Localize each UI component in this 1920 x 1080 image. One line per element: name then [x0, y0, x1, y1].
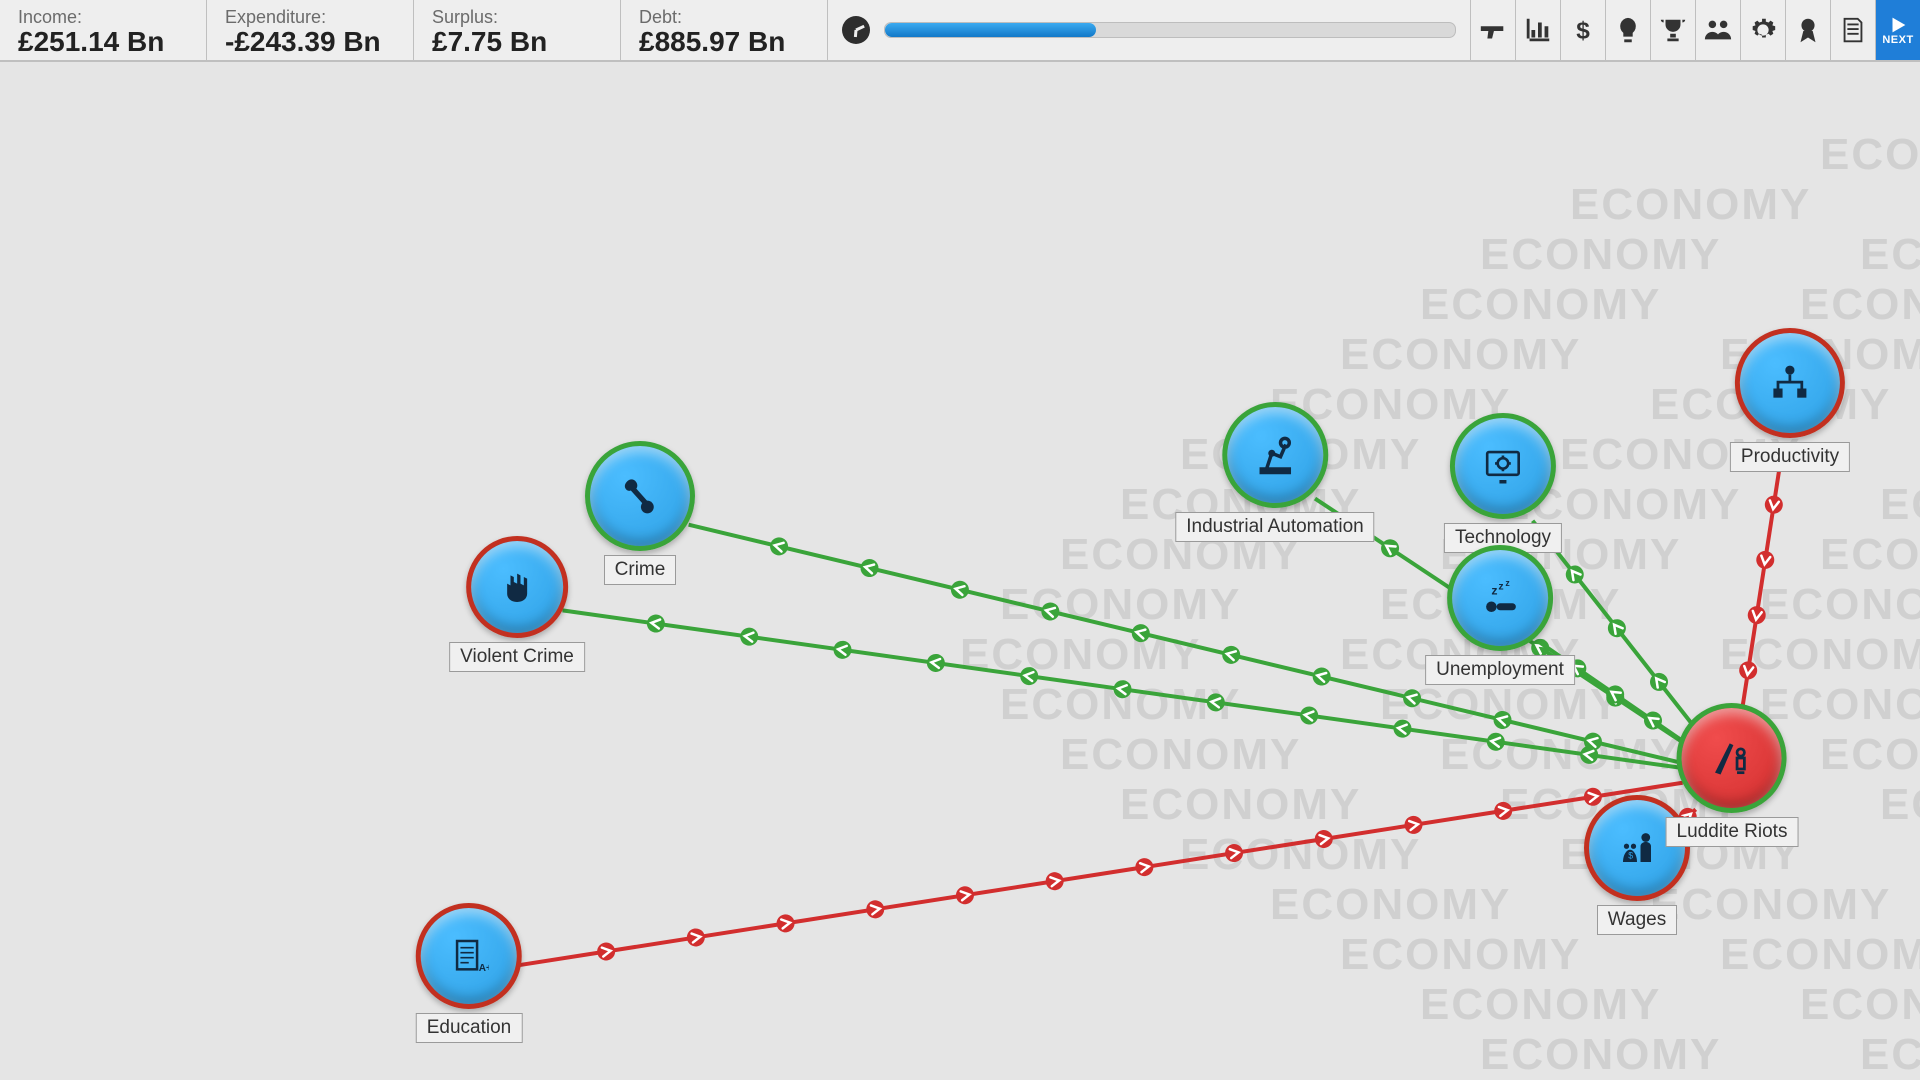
- edge-arrow: [1313, 829, 1334, 850]
- node-label: Unemployment: [1425, 655, 1575, 685]
- node-label: Wages: [1597, 905, 1677, 935]
- edge-arrow: [1134, 857, 1155, 878]
- node-label: Education: [416, 1013, 523, 1043]
- bulb-icon[interactable]: [1605, 0, 1650, 60]
- edge-arrow: [832, 640, 852, 660]
- node-label: Luddite Riots: [1666, 817, 1799, 847]
- edge-arrow: [1746, 605, 1767, 626]
- stat-debt-label: Debt:: [639, 8, 809, 26]
- edge-arrow: [739, 627, 759, 647]
- node-bubble[interactable]: [1677, 703, 1787, 813]
- node-bubble[interactable]: [1735, 328, 1845, 438]
- trophy-icon[interactable]: [1650, 0, 1695, 60]
- node-industrial[interactable]: Industrial Automation: [1175, 402, 1374, 542]
- node-label: Violent Crime: [449, 642, 585, 672]
- gear-icon[interactable]: [1740, 0, 1785, 60]
- node-label: Productivity: [1730, 442, 1850, 472]
- edge-arrow: [1130, 622, 1152, 644]
- stat-expenditure: Expenditure: -£243.39 Bn: [207, 0, 414, 60]
- edge-arrow: [1311, 666, 1333, 688]
- stat-surplus-label: Surplus:: [432, 8, 602, 26]
- next-turn-button[interactable]: NEXT: [1875, 0, 1920, 60]
- node-bubble[interactable]: zzz: [1447, 545, 1553, 651]
- edge-arrow: [955, 885, 976, 906]
- svg-text:z: z: [1491, 584, 1497, 598]
- edge-arrow: [1044, 871, 1065, 892]
- edge-arrow: [1392, 718, 1412, 738]
- edge-arrow: [1486, 732, 1506, 752]
- edge-arrow: [1738, 660, 1759, 681]
- svg-text:$: $: [1576, 17, 1590, 44]
- gun-icon[interactable]: [1470, 0, 1515, 60]
- stat-expenditure-label: Expenditure:: [225, 8, 395, 26]
- edge-arrow: [859, 557, 881, 579]
- turn-progress-bar: [884, 22, 1456, 38]
- dollar-icon[interactable]: $: [1560, 0, 1605, 60]
- node-luddite[interactable]: Luddite Riots: [1666, 703, 1799, 847]
- edge-arrow: [1755, 550, 1776, 571]
- edge-arrow: [1378, 536, 1403, 561]
- next-turn-label: NEXT: [1882, 34, 1913, 46]
- node-label: Industrial Automation: [1175, 512, 1374, 542]
- edge-arrow: [768, 536, 790, 558]
- node-crime[interactable]: Crime: [585, 441, 695, 585]
- svg-text:A+: A+: [479, 963, 489, 974]
- stat-surplus: Surplus: £7.75 Bn: [414, 0, 621, 60]
- stat-expenditure-value: -£243.39 Bn: [225, 28, 395, 56]
- node-bubble[interactable]: [1222, 402, 1328, 508]
- edge-arrow: [1206, 692, 1226, 712]
- node-education[interactable]: A+ Education: [416, 903, 523, 1043]
- stat-income-value: £251.14 Bn: [18, 28, 188, 56]
- node-technology[interactable]: Technology: [1444, 413, 1562, 553]
- edge-arrow: [949, 579, 971, 601]
- papers-icon[interactable]: [1830, 0, 1875, 60]
- edge-arrow: [1039, 601, 1061, 623]
- edge-arrow: [686, 927, 707, 948]
- node-violent[interactable]: Violent Crime: [449, 536, 585, 672]
- clock-icon: [842, 16, 870, 44]
- edge-arrow: [1401, 687, 1423, 709]
- edge-arrow: [775, 913, 796, 934]
- edge-arrow: [865, 899, 886, 920]
- svg-text:z: z: [1498, 580, 1503, 592]
- edge-arrow: [1220, 644, 1242, 666]
- edge-arrow: [1019, 666, 1039, 686]
- edge-arrow: [1493, 801, 1514, 822]
- topbar: Income: £251.14 Bn Expenditure: -£243.39…: [0, 0, 1920, 62]
- node-bubble[interactable]: [466, 536, 568, 638]
- edge: [1740, 449, 1783, 725]
- turn-progress: [828, 0, 1470, 60]
- node-unemployment[interactable]: zzz Unemployment: [1425, 545, 1575, 685]
- edge-arrow: [1403, 815, 1424, 836]
- stat-debt: Debt: £885.97 Bn: [621, 0, 828, 60]
- edge-arrow: [1764, 494, 1785, 515]
- edge-arrow: [646, 613, 666, 633]
- edge-arrow: [1299, 705, 1319, 725]
- stat-surplus-value: £7.75 Bn: [432, 28, 602, 56]
- edge-arrow: [1492, 709, 1514, 731]
- edge-arrow: [1224, 843, 1245, 864]
- stat-income-label: Income:: [18, 8, 188, 26]
- toolbar: $: [1470, 0, 1875, 60]
- node-bubble[interactable]: [585, 441, 695, 551]
- people-icon[interactable]: [1695, 0, 1740, 60]
- node-bubble[interactable]: A+: [416, 903, 522, 1009]
- edge-arrow: [1112, 679, 1132, 699]
- node-productivity[interactable]: Productivity: [1730, 328, 1850, 472]
- svg-text:$: $: [1628, 851, 1633, 861]
- ribbon-icon[interactable]: [1785, 0, 1830, 60]
- edge-arrow: [596, 941, 617, 962]
- svg-text:z: z: [1505, 578, 1510, 588]
- barchart-icon[interactable]: [1515, 0, 1560, 60]
- node-bubble[interactable]: [1450, 413, 1556, 519]
- stat-income: Income: £251.14 Bn: [0, 0, 207, 60]
- stat-debt-value: £885.97 Bn: [639, 28, 809, 56]
- edge-arrow: [926, 653, 946, 673]
- node-label: Crime: [604, 555, 677, 585]
